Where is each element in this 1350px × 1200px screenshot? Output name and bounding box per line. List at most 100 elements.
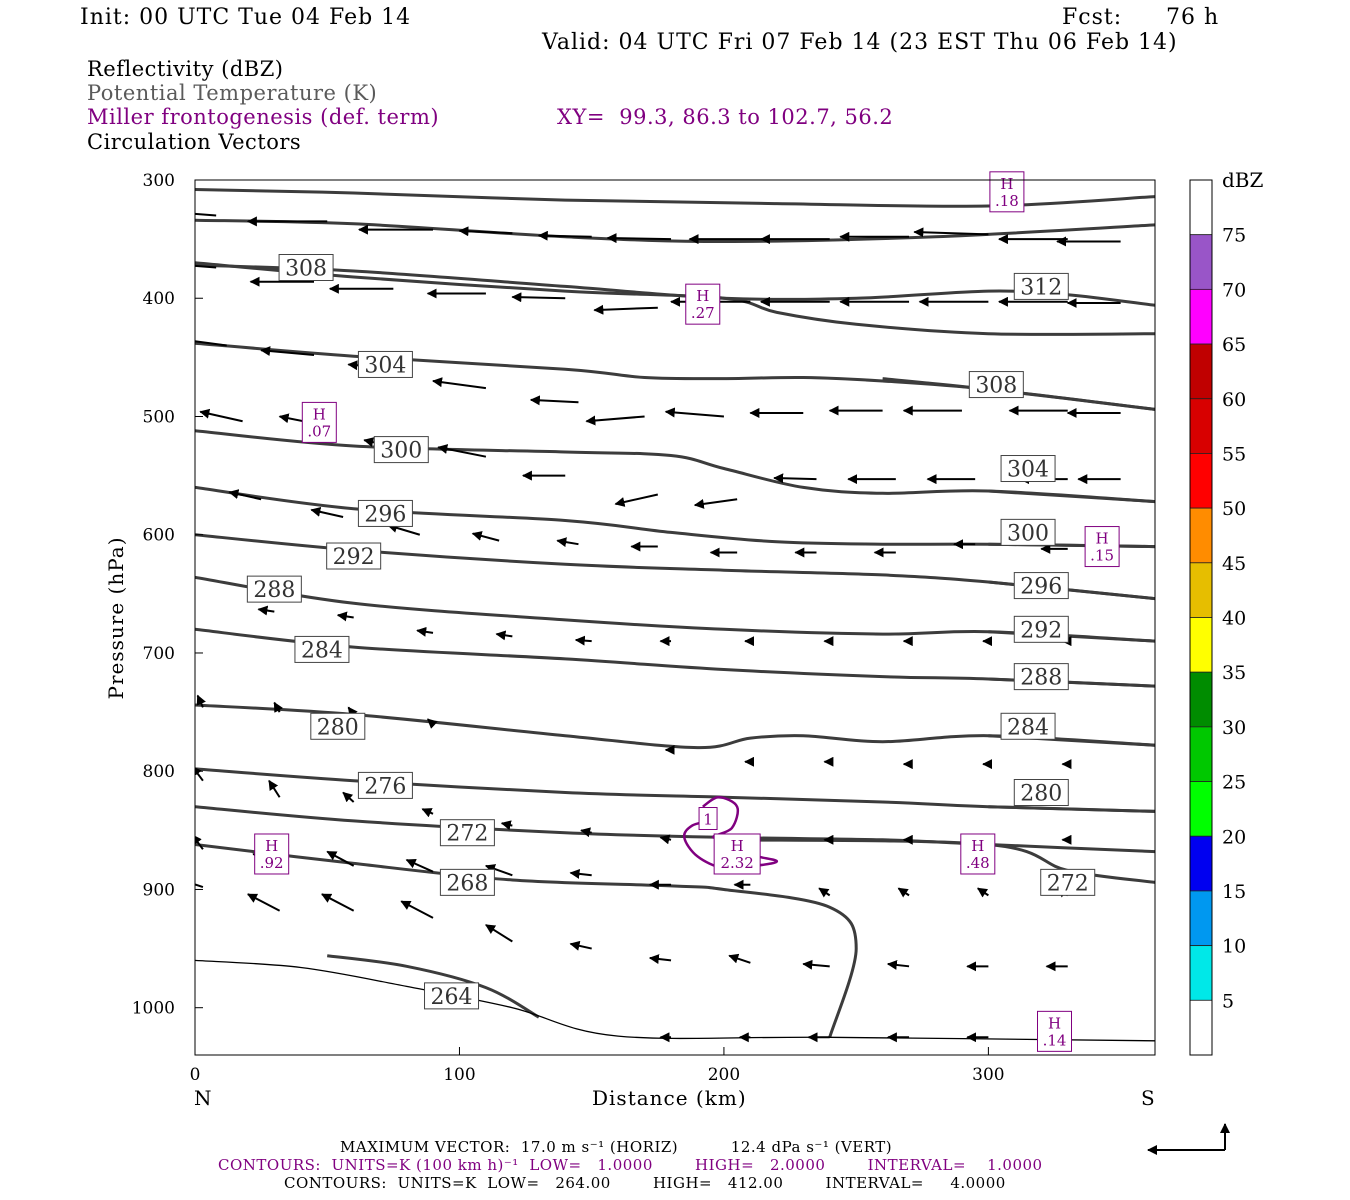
circulation-vector	[664, 407, 725, 418]
circulation-vector	[484, 864, 513, 877]
colorbar-label: 75	[1222, 225, 1246, 247]
y-tick-label: 300	[143, 171, 175, 191]
theta-label-box	[1013, 615, 1069, 643]
colorbar-swatch	[1189, 343, 1213, 400]
circulation-vector	[195, 340, 227, 347]
frontogenesis-max-box	[1084, 526, 1120, 568]
y-tick-label: 500	[143, 407, 175, 427]
circulation-vector	[195, 834, 204, 850]
legend-reflectivity: Reflectivity (dBZ)	[87, 57, 284, 81]
theta-label-box	[1013, 272, 1069, 300]
circulation-vector	[199, 408, 243, 423]
theta-label-box	[357, 350, 413, 378]
circulation-vector	[585, 415, 645, 426]
theta-label-box	[439, 868, 495, 896]
frontogenesis-max-value: .15	[1090, 547, 1114, 565]
circulation-vector	[228, 489, 262, 501]
colorbar-swatch	[1189, 507, 1213, 564]
colorbar-swatch	[1189, 835, 1213, 892]
colorbar-label: 5	[1222, 990, 1234, 1012]
x-tick-label: 0	[190, 1065, 201, 1085]
circulation-vector	[500, 820, 513, 831]
circulation-vector	[773, 473, 817, 484]
theta-contour-296	[988, 580, 1155, 601]
circulation-vector	[273, 701, 284, 713]
circulation-vector	[458, 226, 513, 237]
colorbar-unit: dBZ	[1222, 168, 1264, 192]
theta-label-box	[1000, 455, 1056, 483]
frontogenesis-max-value: .27	[691, 304, 715, 322]
theta-contour-1	[195, 218, 1155, 244]
circulation-vector	[802, 959, 830, 970]
forecast-hour: 76 h	[1166, 5, 1220, 30]
y-tick-label: 900	[143, 880, 175, 900]
theta-label-box	[968, 371, 1024, 399]
legend-frontogenesis: Miller frontogenesis (def. term)	[87, 105, 440, 129]
theta-label: 296	[1020, 575, 1062, 600]
circulation-vector	[580, 827, 592, 838]
colorbar-label: 10	[1222, 936, 1246, 958]
circulation-vector	[648, 954, 672, 965]
colorbar-label: 45	[1222, 553, 1246, 575]
frontogenesis-max-value: .92	[260, 854, 284, 872]
colorbar-label: 35	[1222, 662, 1246, 684]
circulation-vector	[195, 765, 204, 782]
circulation-vector	[195, 883, 204, 889]
y-tick-label: 600	[143, 526, 175, 546]
theta-contour-280	[988, 805, 1155, 813]
x-tick-label: 300	[972, 1065, 1004, 1085]
frontogenesis-max-box	[1037, 1010, 1073, 1052]
circulation-vector	[606, 233, 672, 244]
legend-potential-temperature: Potential Temperature (K)	[87, 81, 378, 105]
circulation-vector	[342, 791, 355, 803]
theta-label-box	[1013, 572, 1069, 600]
colorbar-swatch	[1189, 234, 1213, 290]
theta-label: 304	[1007, 458, 1049, 483]
theta-label: 284	[301, 638, 343, 663]
frontogenesis-max-marker: H	[1096, 530, 1109, 548]
theta-contour-312	[195, 263, 1155, 307]
theta-label: 300	[380, 439, 422, 464]
theta-contour-268	[195, 843, 858, 1038]
circulation-vector	[405, 858, 434, 873]
circulation-vectors	[195, 212, 1121, 1043]
theta-contour-info: CONTOURS: UNITS=K LOW= 264.00 HIGH= 412.…	[284, 1174, 1006, 1192]
circulation-vector	[529, 395, 579, 406]
theta-label-box	[1000, 518, 1056, 546]
north-label: N	[194, 1086, 212, 1110]
theta-label: 308	[975, 374, 1017, 399]
frontogenesis-max-value: .07	[307, 422, 331, 440]
frontogenesis-max-value: .18	[995, 192, 1019, 210]
max-vector-info: MAXIMUM VECTOR: 17.0 m s⁻¹ (HORIZ) 12.4 …	[340, 1138, 893, 1156]
theta-label-box	[373, 436, 429, 464]
colorbar-swatch	[1189, 671, 1213, 728]
theta-label-box	[439, 819, 495, 847]
theta-label: 292	[333, 545, 375, 570]
circulation-vector	[432, 377, 487, 390]
circulation-vector	[257, 605, 275, 616]
circulation-vector	[574, 635, 592, 646]
circulation-vector	[268, 779, 281, 798]
frontogenesis-max-value: 2.32	[720, 854, 753, 872]
init-time: Init: 00 UTC Tue 04 Feb 14	[80, 5, 412, 30]
circulation-vector	[693, 498, 738, 509]
circulation-vector	[195, 264, 217, 269]
frontogenesis-max-marker: H	[971, 837, 984, 855]
theta-label-box	[278, 254, 334, 281]
frontogenesis-max-box	[960, 833, 996, 875]
frontogenesis-max-box	[713, 833, 761, 875]
colorbar-label: 30	[1222, 717, 1246, 739]
frontogenesis-max-marker: H	[1000, 175, 1013, 193]
legend-xy-coordinates: XY= 99.3, 86.3 to 102.7, 56.2	[557, 105, 894, 129]
theta-contour-304	[988, 489, 1155, 504]
circulation-vector	[400, 900, 434, 919]
colorbar-label: 50	[1222, 498, 1246, 520]
theta-label: 276	[364, 774, 406, 799]
circulation-vector	[913, 227, 989, 238]
theta-contour-280	[195, 703, 1155, 750]
colorbar-label: 70	[1222, 279, 1246, 301]
frontogenesis-max-marker: H	[1048, 1014, 1061, 1032]
contour-labels: 308 312 304 308 300 304 296 300 292 296 288 292 284 2…	[246, 171, 1120, 1052]
theta-contour-288	[988, 677, 1155, 688]
